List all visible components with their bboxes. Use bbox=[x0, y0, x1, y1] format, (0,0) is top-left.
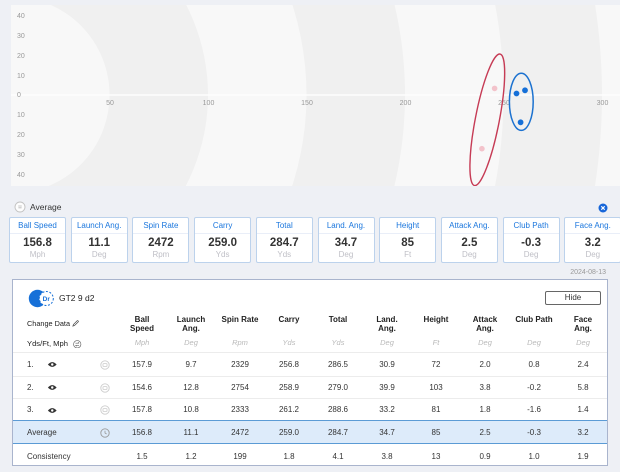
svg-text:Dr: Dr bbox=[43, 296, 51, 303]
svg-text:200: 200 bbox=[400, 100, 412, 107]
svg-text:50: 50 bbox=[106, 100, 114, 107]
svg-text:150: 150 bbox=[301, 100, 313, 107]
svg-text:300: 300 bbox=[597, 100, 609, 107]
svg-text:250: 250 bbox=[498, 100, 510, 107]
svg-text:100: 100 bbox=[203, 100, 215, 107]
